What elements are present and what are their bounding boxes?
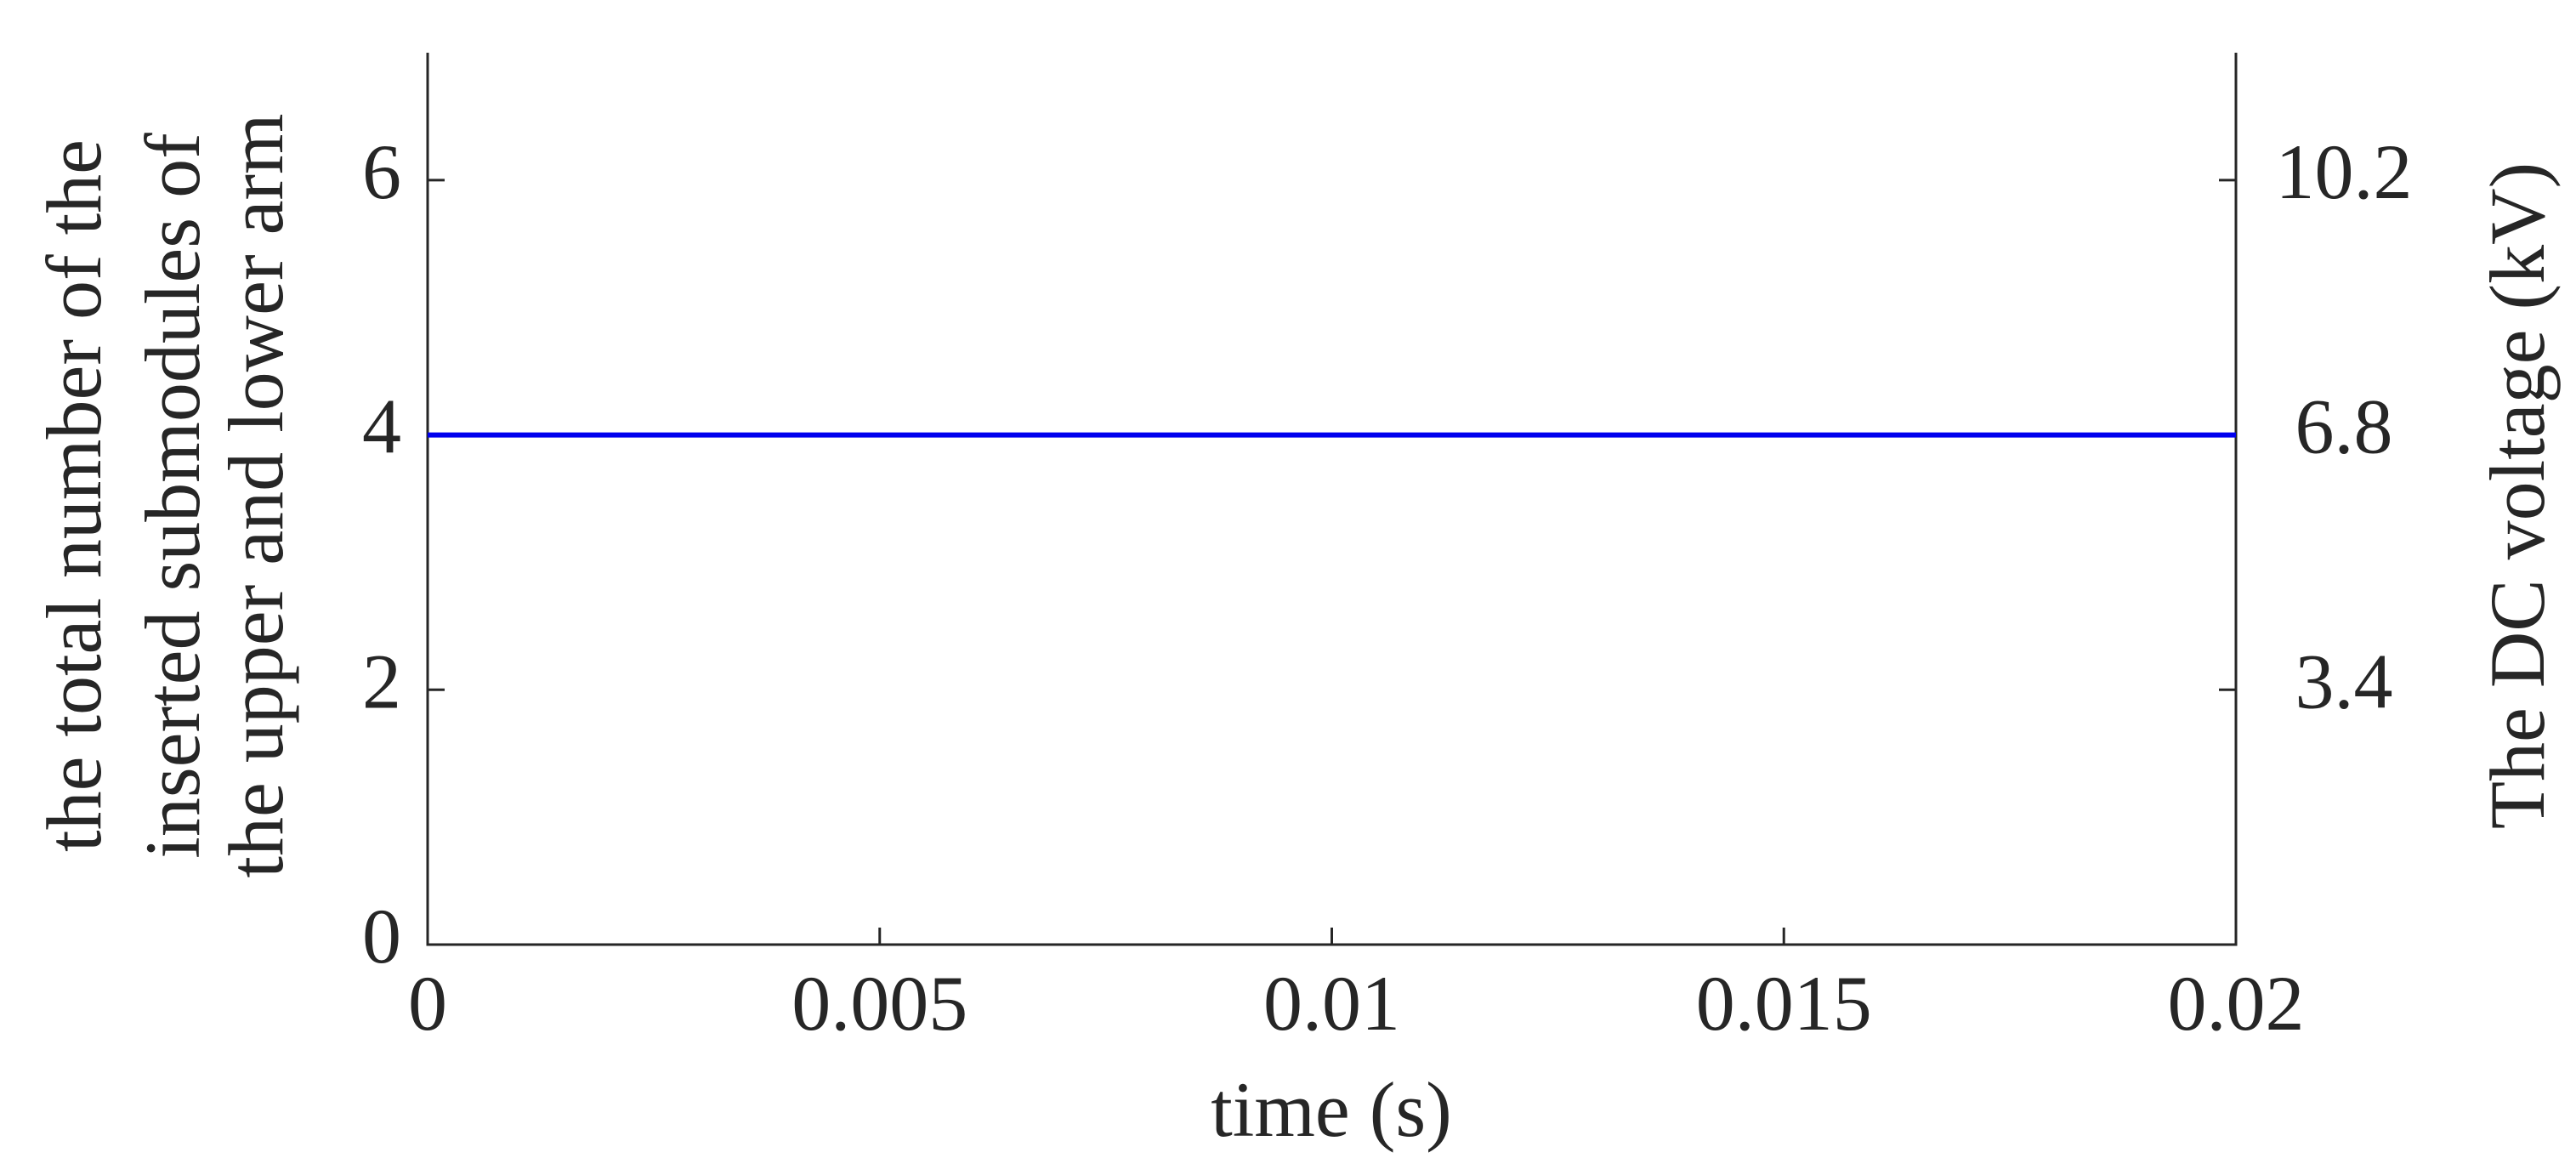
y-tick-label: 6 — [362, 128, 401, 215]
y2-tick-label: 10.2 — [2276, 128, 2413, 215]
y2-axis-label: The DC voltage (kV) — [2474, 162, 2561, 829]
x-tick-label: 0.005 — [792, 960, 967, 1047]
y-tick-label: 4 — [362, 383, 401, 470]
x-tick-label: 0 — [408, 960, 447, 1047]
x-tick-label: 0.01 — [1263, 960, 1400, 1047]
x-tick-label: 0.02 — [2168, 960, 2305, 1047]
y-axis-label: inserted submodules of — [129, 133, 216, 859]
y2-tick-label: 6.8 — [2295, 383, 2393, 470]
y2-tick-label: 3.4 — [2295, 638, 2393, 724]
y-tick-label: 0 — [362, 893, 401, 979]
x-axis-label: time (s) — [1211, 1066, 1452, 1153]
y-tick-label: 2 — [362, 638, 401, 724]
x-tick-label: 0.015 — [1696, 960, 1872, 1047]
y-axis-label: the upper and lower arm — [213, 113, 299, 877]
y-axis-label: the total number of the — [31, 139, 117, 852]
